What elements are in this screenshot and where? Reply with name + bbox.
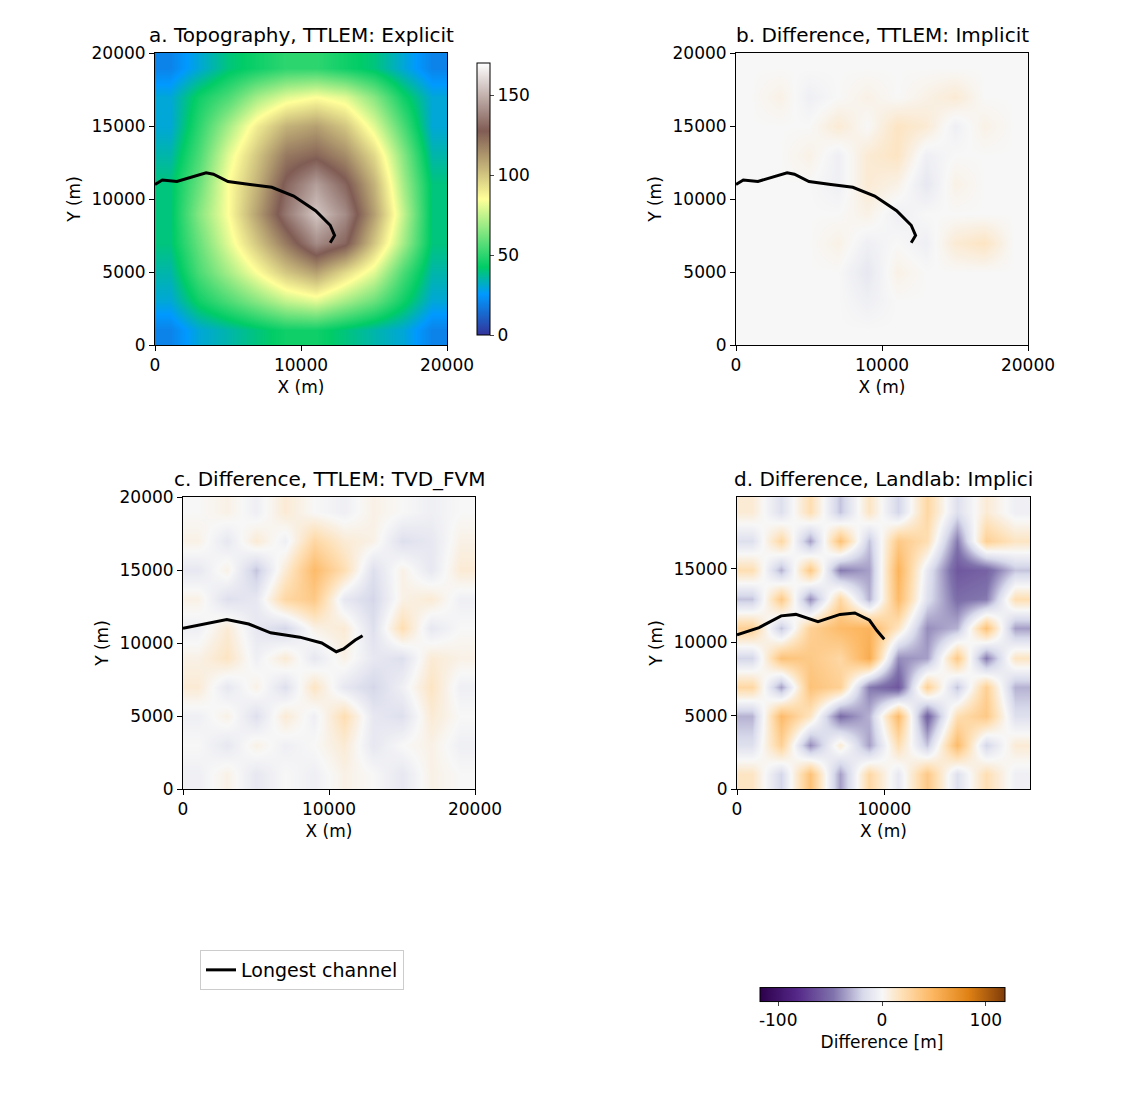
svg-text:d. Difference, Landlab: Implic: d. Difference, Landlab: Implici: [734, 467, 1033, 491]
svg-text:Y (m): Y (m): [645, 176, 665, 223]
svg-text:20000: 20000: [420, 355, 474, 375]
svg-text:20000: 20000: [448, 799, 502, 819]
svg-text:10000: 10000: [120, 633, 174, 653]
svg-text:0: 0: [716, 335, 727, 355]
svg-text:0: 0: [163, 779, 174, 799]
svg-text:20000: 20000: [673, 43, 727, 63]
svg-text:15000: 15000: [120, 560, 174, 580]
svg-text:10000: 10000: [92, 189, 146, 209]
svg-text:Y (m): Y (m): [92, 620, 112, 667]
svg-text:Longest channel: Longest channel: [241, 959, 397, 981]
svg-text:10000: 10000: [855, 355, 909, 375]
svg-text:15000: 15000: [92, 116, 146, 136]
svg-text:10000: 10000: [302, 799, 356, 819]
svg-text:20000: 20000: [1001, 355, 1055, 375]
svg-text:0: 0: [178, 799, 189, 819]
svg-text:0: 0: [877, 1010, 888, 1030]
svg-text:a. Topography, TTLEM: Explicit: a. Topography, TTLEM: Explicit: [149, 23, 454, 47]
svg-text:0: 0: [717, 779, 728, 799]
svg-text:X (m): X (m): [306, 821, 353, 841]
svg-text:Y (m): Y (m): [64, 176, 84, 223]
svg-text:15000: 15000: [673, 116, 727, 136]
svg-text:b. Difference, TTLEM: Implicit: b. Difference, TTLEM: Implicit: [736, 23, 1029, 47]
svg-text:20000: 20000: [92, 43, 146, 63]
svg-text:10000: 10000: [274, 355, 328, 375]
svg-text:X (m): X (m): [278, 377, 325, 397]
svg-text:-100: -100: [759, 1010, 798, 1030]
svg-text:c. Difference, TTLEM: TVD_FVM: c. Difference, TTLEM: TVD_FVM: [174, 467, 485, 491]
svg-text:20000: 20000: [120, 487, 174, 507]
svg-text:X (m): X (m): [860, 821, 907, 841]
svg-text:100: 100: [497, 165, 529, 185]
svg-text:10000: 10000: [674, 632, 728, 652]
svg-text:5000: 5000: [684, 706, 727, 726]
svg-text:Y (m): Y (m): [646, 620, 666, 667]
svg-text:150: 150: [497, 85, 529, 105]
svg-text:0: 0: [135, 335, 146, 355]
svg-text:0: 0: [732, 799, 743, 819]
svg-text:5000: 5000: [683, 262, 726, 282]
svg-text:50: 50: [497, 245, 519, 265]
svg-text:0: 0: [150, 355, 161, 375]
svg-text:100: 100: [970, 1010, 1002, 1030]
svg-text:0: 0: [497, 325, 508, 345]
svg-text:5000: 5000: [130, 706, 173, 726]
svg-text:X (m): X (m): [859, 377, 906, 397]
svg-text:5000: 5000: [102, 262, 145, 282]
svg-text:Difference [m]: Difference [m]: [821, 1032, 944, 1052]
svg-text:15000: 15000: [674, 559, 728, 579]
svg-text:10000: 10000: [673, 189, 727, 209]
svg-text:0: 0: [731, 355, 742, 375]
svg-text:10000: 10000: [857, 799, 911, 819]
